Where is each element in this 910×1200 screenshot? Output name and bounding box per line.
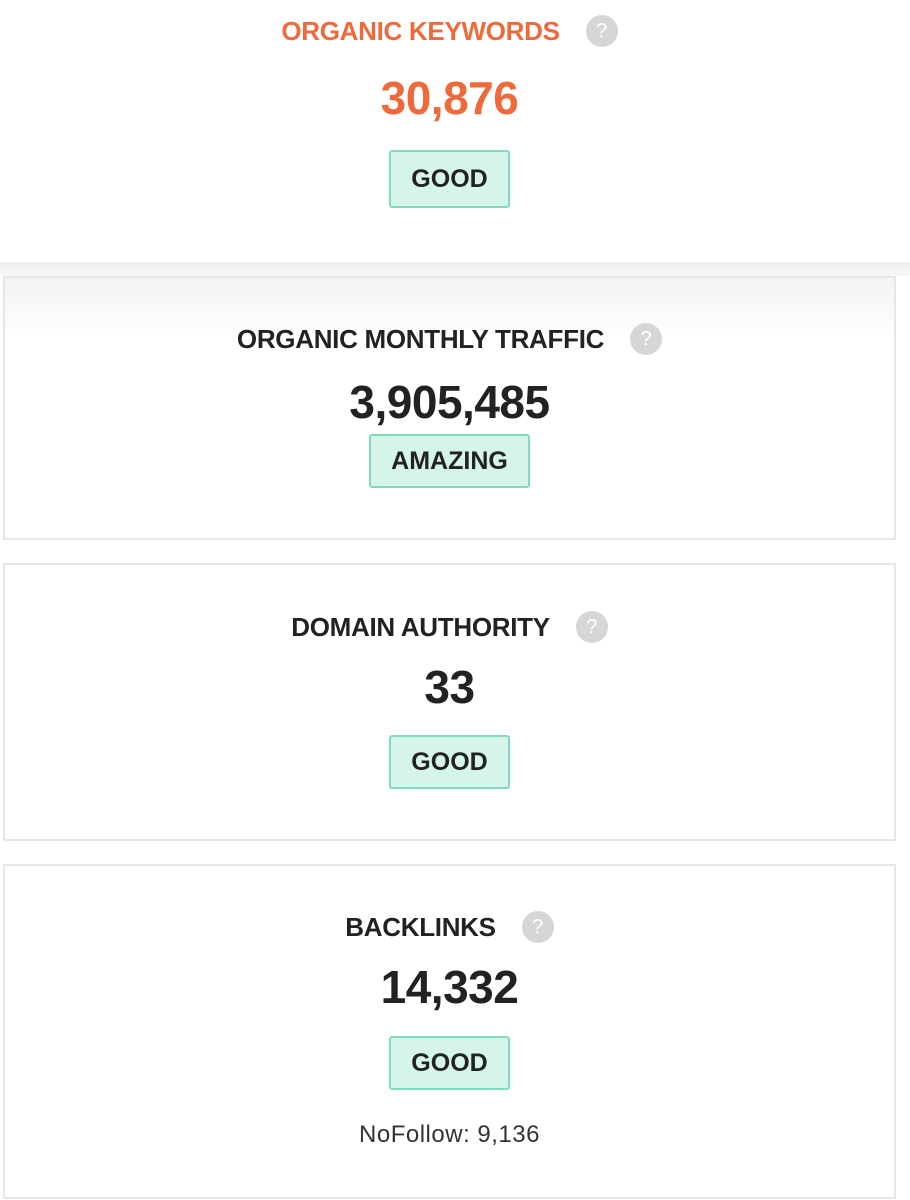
metric-value: 3,905,485 <box>349 376 550 428</box>
help-icon[interactable]: ? <box>630 323 663 355</box>
nofollow-note: NoFollow: 9,136 <box>359 1121 540 1148</box>
card-title: ORGANIC MONTHLY TRAFFIC <box>236 323 605 354</box>
help-icon[interactable]: ? <box>585 15 618 47</box>
rating-badge: GOOD <box>389 735 510 789</box>
rating-badge: GOOD <box>389 150 510 208</box>
card: BACKLINKS? 14,332 GOOD NoFollow: 9,136 <box>3 864 896 1199</box>
card-title: BACKLINKS <box>345 911 496 942</box>
rating-badge: GOOD <box>389 1036 510 1090</box>
metric-value: 30,876 <box>380 72 519 124</box>
rating-badge: AMAZING <box>369 434 530 488</box>
help-icon[interactable]: ? <box>521 911 554 943</box>
help-icon[interactable]: ? <box>575 611 608 643</box>
card-title: DOMAIN AUTHORITY <box>291 611 550 642</box>
metric-value: 33 <box>424 661 475 713</box>
card-title: ORGANIC KEYWORDS <box>281 15 560 46</box>
separator <box>0 262 910 276</box>
card: DOMAIN AUTHORITY? 33 GOOD <box>3 563 896 841</box>
metric-value: 14,332 <box>380 961 519 1013</box>
card: ORGANIC MONTHLY TRAFFIC? 3,905,485 AMAZI… <box>3 276 896 540</box>
card: ORGANIC KEYWORDS? 30,876 GOOD <box>3 0 896 262</box>
